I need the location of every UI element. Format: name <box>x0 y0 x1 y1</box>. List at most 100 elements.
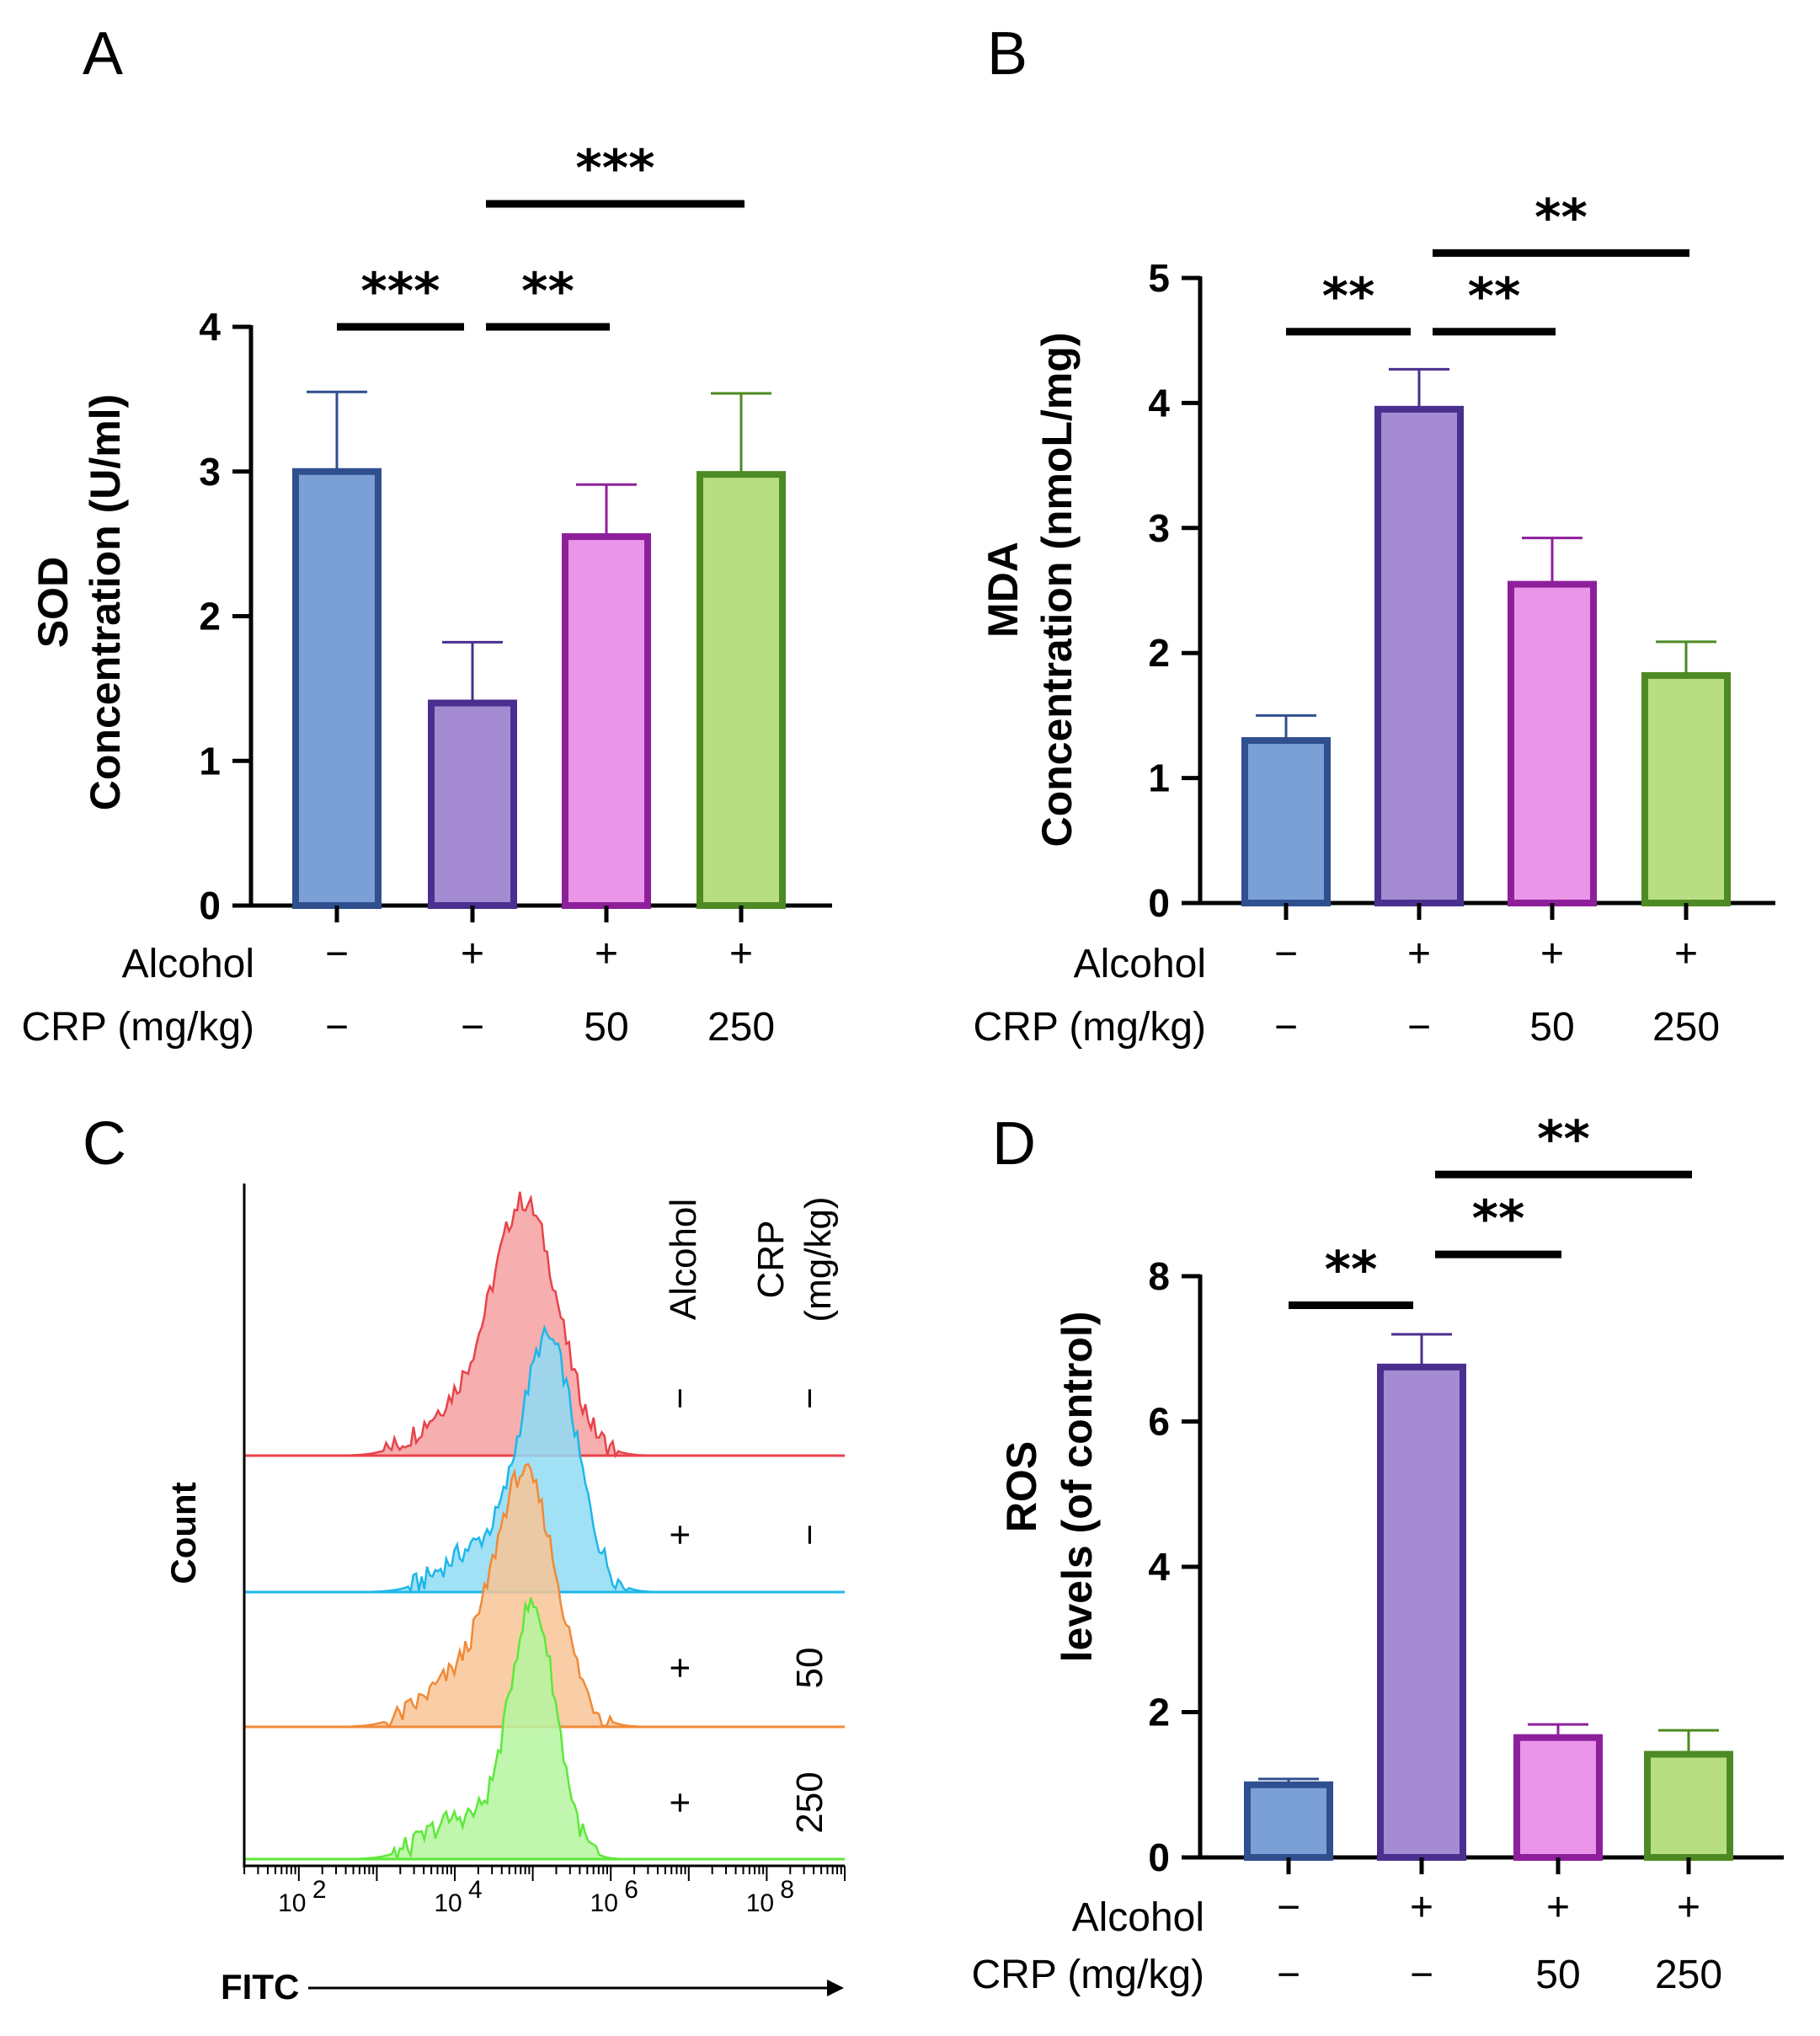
significance-label: ** <box>1537 1109 1590 1168</box>
log-tick-exponent: 2 <box>312 1876 327 1904</box>
ros-bar-chart: 0 2 4 6 8 ROS levels (of control) − − + − +50 +250 Al… <box>972 1109 1784 1997</box>
y-tick-label: 2 <box>199 595 221 639</box>
alcohol-row-label: Alcohol <box>1074 942 1206 986</box>
track-crp-value: − <box>789 1387 830 1409</box>
bar <box>1241 737 1331 907</box>
y-tick-label: 0 <box>199 884 221 927</box>
panel-letter-d: D <box>992 1110 1036 1178</box>
y-axis-subtitle: Concentration (U/ml) <box>82 394 129 810</box>
crp-value: − <box>1410 1953 1433 1997</box>
y-axis-subtitle: Concentration (nmoL/mg) <box>1033 332 1081 847</box>
sod-bar-chart: 0 1 2 3 4 SOD Concentration (U/ml) − − + − +50 +250 A… <box>22 139 832 1050</box>
bar <box>1644 1750 1733 1861</box>
y-tick-label: 5 <box>1148 256 1170 300</box>
panel-letter-c: C <box>83 1110 126 1178</box>
crp-value: − <box>461 1005 484 1050</box>
track-alcohol-value: + <box>659 1524 701 1546</box>
crp-value: − <box>1277 1953 1300 1997</box>
log-tick-base: 10 <box>434 1889 462 1917</box>
log-tick-exponent: 8 <box>780 1876 794 1904</box>
crp-header: CRP <box>750 1221 792 1299</box>
track-crp-value: 50 <box>789 1648 830 1689</box>
y-axis-title: MDA <box>979 542 1027 638</box>
bar <box>1377 1363 1466 1861</box>
track-alcohol-value: + <box>659 1792 701 1814</box>
mda-bar-chart: 0 1 2 3 4 5 MDA Concentration (nmoL/mg) − − + − +50 +… <box>974 188 1775 1050</box>
y-tick-label: 8 <box>1148 1254 1170 1298</box>
alcohol-value: + <box>1407 932 1431 976</box>
crp-value: 50 <box>1535 1953 1580 1997</box>
log-tick-base: 10 <box>278 1889 306 1917</box>
histogram-fill <box>244 1191 845 1456</box>
track-alcohol-value: + <box>659 1657 701 1679</box>
crp-row-label: CRP (mg/kg) <box>22 1005 255 1050</box>
log-tick-exponent: 4 <box>468 1876 483 1904</box>
significance-label: ** <box>1468 267 1521 326</box>
y-tick-label: 3 <box>1148 506 1170 550</box>
crp-value: 50 <box>584 1005 628 1050</box>
bar <box>697 471 786 909</box>
significance-label: *** <box>360 262 440 321</box>
alcohol-value: − <box>325 932 349 976</box>
bar <box>1513 1734 1603 1861</box>
crp-value: 50 <box>1529 1005 1574 1050</box>
track-crp-value: 250 <box>789 1771 830 1833</box>
y-tick-label: 4 <box>1148 381 1170 425</box>
y-tick-label: 1 <box>199 739 221 783</box>
crp-value: 250 <box>707 1005 775 1050</box>
y-tick-label: 0 <box>1148 881 1170 925</box>
y-axis-title: SOD <box>29 557 77 648</box>
log-tick-base: 10 <box>590 1889 618 1917</box>
histogram-fill <box>244 1597 845 1859</box>
crp-row-label: CRP (mg/kg) <box>974 1005 1207 1050</box>
crp-value: − <box>1407 1005 1431 1050</box>
panel-letter-a: A <box>83 20 123 88</box>
y-axis-title: ROS <box>998 1441 1045 1532</box>
track-crp-value: − <box>789 1524 830 1546</box>
y-tick-label: 0 <box>1148 1836 1170 1879</box>
fitc-arrow-head <box>827 1980 844 1996</box>
y-tick-label: 6 <box>1148 1400 1170 1444</box>
significance-label: *** <box>575 139 654 198</box>
alcohol-header: Alcohol <box>663 1199 704 1320</box>
crp-value: 250 <box>1652 1005 1720 1050</box>
bar <box>1508 580 1597 907</box>
alcohol-value: + <box>461 932 484 976</box>
y-tick-label: 4 <box>199 305 221 349</box>
crp-value: 250 <box>1655 1953 1722 1997</box>
bar <box>428 699 517 909</box>
crp-value: − <box>1274 1005 1298 1050</box>
fitc-label: FITC <box>221 1967 299 2007</box>
alcohol-value: + <box>729 932 753 976</box>
y-tick-label: 4 <box>1148 1545 1170 1589</box>
track-alcohol-value: − <box>659 1387 701 1409</box>
y-tick-label: 2 <box>1148 631 1170 675</box>
y-axis-subtitle: levels (of control) <box>1054 1312 1101 1663</box>
histogram-fill <box>244 1464 845 1727</box>
alcohol-value: + <box>1677 1885 1700 1930</box>
alcohol-value: − <box>1274 932 1298 976</box>
significance-label: ** <box>521 262 574 321</box>
significance-label: ** <box>1534 188 1588 247</box>
crp-row-label: CRP (mg/kg) <box>972 1953 1205 1997</box>
significance-label: ** <box>1325 1241 1378 1300</box>
alcohol-row-label: Alcohol <box>122 942 254 986</box>
alcohol-value: − <box>1277 1885 1300 1930</box>
significance-label: ** <box>1472 1189 1525 1248</box>
log-tick-base: 10 <box>746 1889 774 1917</box>
alcohol-value: + <box>1546 1885 1570 1930</box>
bar <box>1641 671 1731 906</box>
bar <box>292 468 382 909</box>
significance-label: ** <box>1322 267 1375 326</box>
y-tick-label: 3 <box>199 450 221 494</box>
alcohol-value: + <box>1540 932 1564 976</box>
alcohol-value: + <box>1674 932 1698 976</box>
panel-letter-b: B <box>987 20 1027 88</box>
bar <box>1244 1781 1333 1861</box>
y-tick-label: 1 <box>1148 756 1170 800</box>
alcohol-value: + <box>595 932 618 976</box>
alcohol-row-label: Alcohol <box>1072 1895 1204 1940</box>
y-tick-label: 2 <box>1148 1691 1170 1734</box>
log-tick-exponent: 6 <box>624 1876 638 1904</box>
